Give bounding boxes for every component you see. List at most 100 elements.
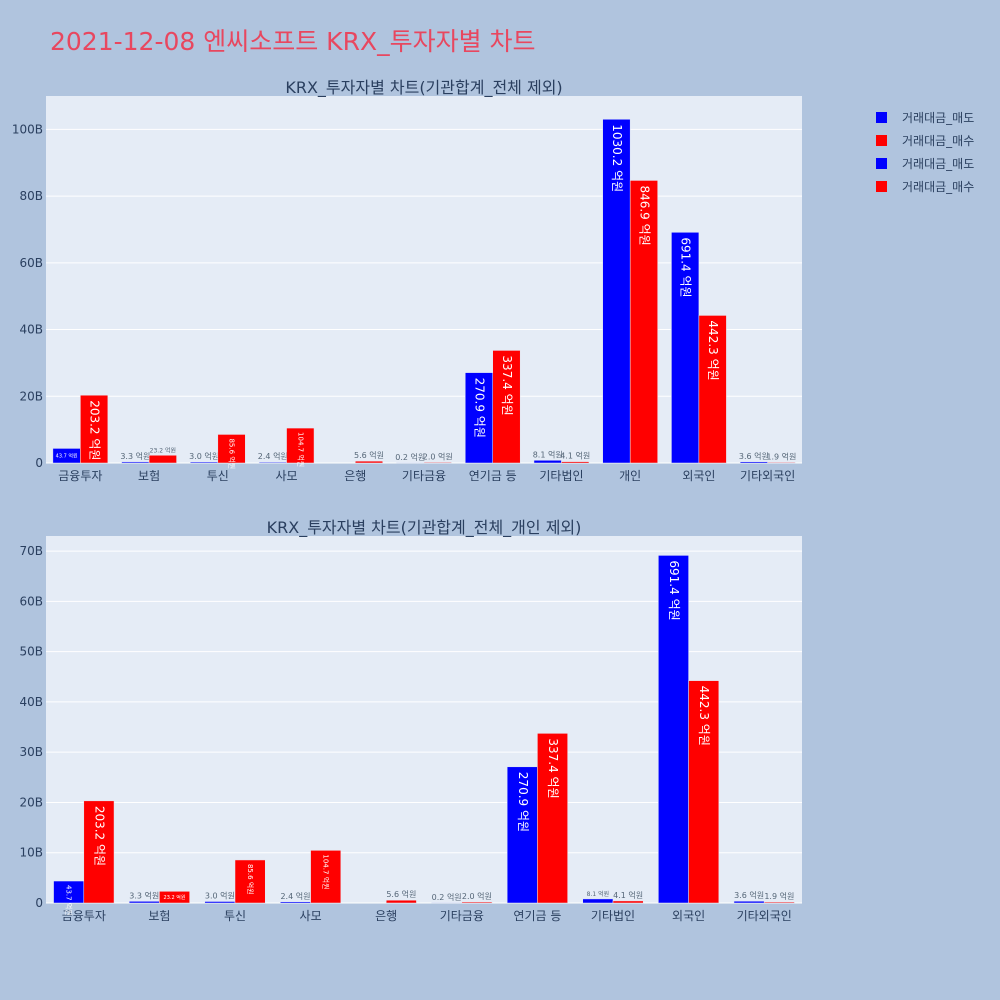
buy-bar [217, 434, 246, 464]
x-tick-label: 외국인 [682, 469, 715, 483]
buy-bar [355, 460, 384, 464]
sell-bar [121, 461, 150, 464]
data-label: 104.7 억원 [296, 432, 305, 467]
x-tick-label: 투신 [207, 469, 229, 483]
buy-bar [159, 891, 190, 904]
data-label: 2.0 억원 [462, 891, 492, 901]
data-label: 2.4 억원 [258, 451, 288, 461]
sell-bar [739, 461, 768, 464]
y-tick-label: 0 [35, 896, 43, 910]
buy-bar [234, 859, 266, 904]
sell-bar [280, 901, 311, 904]
x-tick-label: 사모 [275, 469, 297, 483]
sell-bar [204, 901, 236, 904]
legend-swatch [876, 181, 887, 192]
data-label: 43.7 억원 [65, 885, 74, 916]
x-tick-label: 기타법인 [539, 469, 583, 483]
x-tick-label: 기타금융 [402, 469, 446, 483]
x-tick-label: 은행 [344, 468, 366, 483]
legend-swatch [876, 158, 887, 169]
page-title: 2021-12-08 엔씨소프트 KRX_투자자별 차트 [50, 27, 536, 56]
data-label: 442.3 억원 [697, 686, 711, 746]
x-tick-label: 사모 [300, 909, 322, 923]
data-label: 3.6 억원 [739, 451, 769, 461]
x-tick-label: 보험 [138, 469, 160, 483]
data-label: 203.2 억원 [92, 806, 106, 866]
data-label: 270.9 억원 [472, 378, 486, 438]
sell-bar [671, 232, 700, 464]
buy-bar [385, 899, 417, 904]
x-tick-label: 기타금융 [440, 909, 484, 923]
data-label: 4.1 억원 [613, 890, 643, 900]
data-label: 270.9 억원 [516, 772, 530, 832]
data-label: 8.1 억원 [587, 890, 610, 898]
legend-item[interactable]: 거래대금_매수 [876, 129, 974, 152]
y-tick-label: 40B [19, 323, 43, 337]
data-label: 203.2 억원 [88, 400, 102, 460]
legend-item[interactable]: 거래대금_매수 [876, 175, 974, 198]
data-label: 691.4 억원 [679, 237, 693, 297]
buy-bar [763, 901, 795, 904]
x-tick-label: 투신 [224, 909, 246, 923]
legend-swatch [876, 135, 887, 146]
x-tick-label: 기타외국인 [737, 909, 792, 923]
data-label: 3.0 억원 [189, 451, 219, 461]
legend-label: 거래대금_매수 [902, 180, 975, 194]
legend-label: 거래대금_매도 [902, 157, 975, 171]
y-tick-label: 20B [19, 795, 43, 809]
data-label: 442.3 억원 [706, 320, 720, 380]
legend-swatch [876, 112, 887, 123]
buy-bar [537, 733, 568, 904]
data-label: 85.6 억원 [246, 864, 255, 895]
sell-bar [602, 119, 631, 464]
data-label: 0.2 억원 [432, 892, 462, 902]
sell-bar [128, 901, 160, 904]
data-label: 43.7 억원 [56, 453, 78, 460]
buy-bar [492, 350, 521, 464]
legend-label: 거래대금_매도 [902, 111, 975, 125]
x-tick-label: 금융투자 [62, 909, 106, 923]
y-tick-label: 30B [19, 745, 43, 759]
buy-bar [767, 462, 796, 464]
buy-bar [688, 680, 720, 904]
data-label: 4.1 억원 [560, 451, 590, 461]
sell-bar [506, 766, 538, 904]
y-tick-label: 20B [19, 389, 43, 403]
data-label: 3.3 억원 [129, 890, 159, 900]
x-tick-label: 개인 [619, 469, 641, 483]
sell-bar [733, 900, 765, 904]
y-tick-label: 0 [35, 456, 43, 470]
legend-item[interactable]: 거래대금_매도 [876, 152, 974, 175]
data-label: 846.9 억원 [637, 185, 651, 245]
y-tick-label: 60B [19, 256, 43, 270]
data-label: 3.0 억원 [205, 890, 235, 900]
buy-bar [461, 901, 493, 904]
x-tick-label: 보험 [148, 909, 170, 923]
y-tick-label: 100B [12, 122, 43, 136]
x-tick-label: 연기금 등 [469, 469, 517, 483]
legend-item[interactable]: 거래대금_매도 [876, 106, 974, 129]
y-tick-label: 70B [19, 544, 43, 558]
buy-bar [286, 427, 315, 464]
data-label: 5.6 억원 [386, 889, 416, 899]
data-label: 691.4 억원 [667, 560, 681, 620]
legend-label: 거래대금_매수 [902, 134, 975, 148]
x-tick-label: 은행 [375, 908, 397, 923]
legend[interactable]: 거래대금_매도 거래대금_매수 거래대금_매도 거래대금_매수 [876, 106, 974, 198]
data-label: 5.6 억원 [354, 450, 384, 460]
y-tick-label: 60B [19, 594, 43, 608]
data-label: 0.2 억원 [395, 452, 425, 462]
x-tick-label: 기타법인 [591, 909, 635, 923]
y-tick-label: 10B [19, 846, 43, 860]
buy-bar [80, 394, 109, 464]
chart-title: KRX_투자자별 차트(기관합계_전체_개인 제외) [267, 518, 582, 538]
sell-bar [533, 460, 562, 464]
buy-bar [423, 462, 452, 464]
buy-bar [310, 850, 342, 904]
data-label: 337.4 억원 [500, 355, 514, 415]
x-tick-label: 외국인 [672, 909, 705, 923]
x-tick-label: 기타외국인 [740, 469, 795, 483]
data-label: 2.4 억원 [280, 891, 310, 901]
